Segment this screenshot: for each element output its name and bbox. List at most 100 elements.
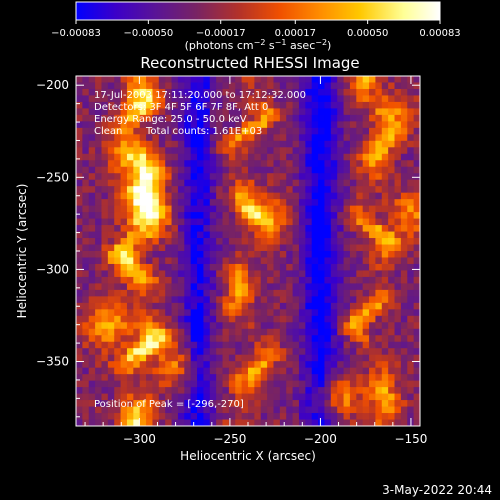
heatmap-cell <box>248 251 255 259</box>
heatmap-cell <box>311 101 319 110</box>
heatmap-cell <box>114 121 122 129</box>
heatmap-cell <box>375 400 383 408</box>
heatmap-cell <box>158 173 166 181</box>
heatmap-cell <box>158 186 166 194</box>
heatmap-cell <box>349 76 357 84</box>
heatmap-cell <box>95 192 103 200</box>
heatmap-cell <box>254 406 262 414</box>
heatmap-cell <box>381 205 389 213</box>
heatmap-cell <box>95 114 103 122</box>
heatmap-cell <box>184 238 192 246</box>
heatmap-cell <box>165 166 173 174</box>
heatmap-cell <box>203 413 211 421</box>
heatmap-cell <box>88 192 96 200</box>
heatmap-cell <box>292 276 300 285</box>
heatmap-cell <box>241 225 249 233</box>
heatmap-cell <box>349 147 357 155</box>
heatmap-cell <box>343 101 351 110</box>
heatmap-cell <box>413 244 420 252</box>
heatmap-cell <box>311 244 319 252</box>
heatmap-cell <box>413 354 420 362</box>
heatmap-cell <box>177 160 185 168</box>
heatmap-cell <box>190 315 198 323</box>
heatmap-cell <box>349 186 357 194</box>
heatmap-cell <box>120 361 128 369</box>
heatmap-cell <box>158 108 166 116</box>
heatmap-cell <box>114 257 122 265</box>
heatmap-cell <box>82 134 90 142</box>
heatmap-cell <box>82 147 90 155</box>
heatmap-cell <box>114 367 122 375</box>
heatmap-cell <box>228 302 236 310</box>
heatmap-cell <box>349 400 357 408</box>
heatmap-cell <box>203 335 211 343</box>
heatmap-cell <box>165 341 173 349</box>
heatmap-cell <box>413 153 420 161</box>
heatmap-cell <box>228 186 236 194</box>
heatmap-cell <box>95 283 103 291</box>
heatmap-cell <box>394 257 402 265</box>
heatmap-cell <box>177 367 185 375</box>
heatmap-cell <box>362 88 370 97</box>
heatmap-cell <box>120 76 128 84</box>
heatmap-cell <box>88 101 96 110</box>
heatmap-cell <box>407 108 415 116</box>
heatmap-cell <box>203 361 211 369</box>
heatmap-cell <box>184 289 192 297</box>
heatmap-cell <box>267 82 275 90</box>
heatmap-cell <box>305 160 313 168</box>
heatmap-cell <box>388 173 396 181</box>
heatmap-cell <box>356 283 364 291</box>
heatmap-cell <box>88 322 96 330</box>
heatmap-cell <box>356 160 364 168</box>
heatmap-cell <box>222 348 230 356</box>
heatmap-cell <box>114 199 122 207</box>
heatmap-cell <box>394 348 402 356</box>
heatmap-cell <box>139 302 147 310</box>
heatmap-cell <box>362 82 370 90</box>
heatmap-cell <box>203 380 211 388</box>
heatmap-cell <box>375 328 383 336</box>
heatmap-cell <box>305 393 313 401</box>
heatmap-cell <box>388 108 396 116</box>
heatmap-cell <box>305 82 313 90</box>
heatmap-cell <box>222 374 230 382</box>
heatmap-cell <box>107 348 115 356</box>
heatmap-cell <box>241 134 249 142</box>
heatmap-cell <box>394 173 402 181</box>
heatmap-cell <box>413 374 420 382</box>
heatmap-cell <box>388 315 396 323</box>
heatmap-cell <box>222 101 230 110</box>
heatmap-cell <box>235 315 243 323</box>
heatmap-cell <box>362 419 370 426</box>
heatmap-cell <box>260 289 268 297</box>
heatmap-cell <box>197 335 205 343</box>
heatmap-cell <box>400 199 408 207</box>
heatmap-cell <box>267 225 275 233</box>
heatmap-cell <box>407 296 415 304</box>
heatmap-cell <box>330 406 338 414</box>
heatmap-cell <box>369 257 377 265</box>
heatmap-cell <box>260 160 268 168</box>
heatmap-cell <box>273 393 281 401</box>
heatmap-cell <box>171 251 179 259</box>
heatmap-cell <box>228 296 236 304</box>
heatmap-cell <box>190 361 198 369</box>
heatmap-cell <box>216 166 224 174</box>
heatmap-cell <box>241 387 249 395</box>
heatmap-cell <box>146 127 154 135</box>
heatmap-cell <box>324 192 332 200</box>
heatmap-cell <box>260 328 268 336</box>
heatmap-cell <box>120 289 128 297</box>
heatmap-cell <box>165 309 173 317</box>
heatmap-cell <box>139 251 147 259</box>
heatmap-cell <box>273 179 281 187</box>
heatmap-cell <box>120 296 128 304</box>
heatmap-cell <box>216 283 224 291</box>
heatmap-cell <box>228 114 236 122</box>
heatmap-cell <box>273 82 281 90</box>
heatmap-cell <box>133 341 141 349</box>
heatmap-cell <box>248 101 255 110</box>
heatmap-cell <box>273 199 281 207</box>
heatmap-cell <box>254 251 262 259</box>
